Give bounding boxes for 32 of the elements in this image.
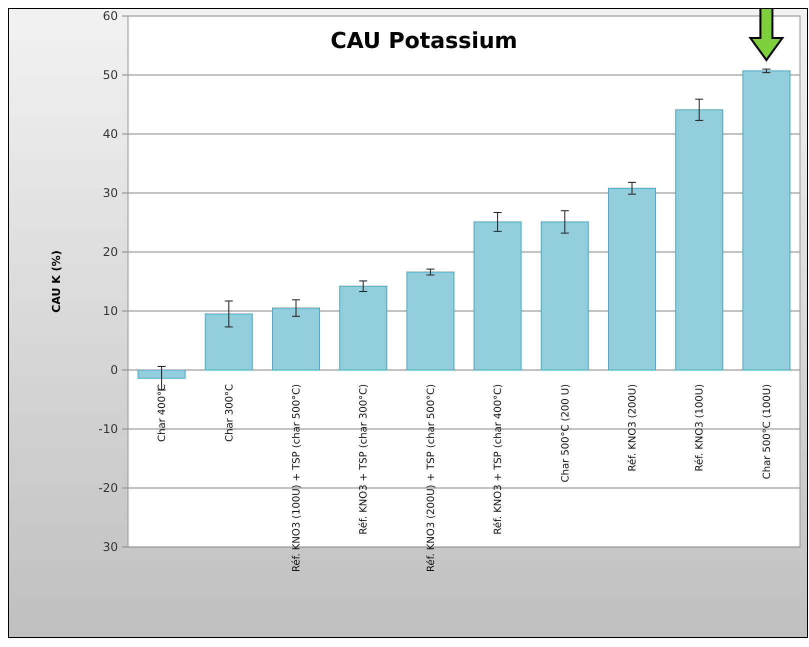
- y-tick-label: 50: [102, 68, 118, 82]
- y-tick-label: 20: [102, 245, 118, 260]
- x-tick-label: Char 400°C: [157, 384, 168, 442]
- x-tick-label: Réf. KNO3 (100U) + TSP (char 500°C): [292, 384, 302, 572]
- x-tick-label: Char 300°C: [224, 384, 236, 442]
- x-tick-label: Réf. KNO3 + TSP (char 400°C): [493, 384, 504, 535]
- y-tick-label: -20: [98, 481, 118, 496]
- bar: [474, 221, 522, 370]
- y-tick-label: 60: [102, 9, 118, 24]
- bar: [138, 370, 186, 379]
- x-tick-label: Réf. KNO3 (200U): [628, 384, 638, 472]
- bar: [608, 188, 656, 370]
- x-tick-label: Char 500°C (100U): [762, 384, 773, 480]
- x-tick-label: Réf. KNO3 (100U): [694, 384, 706, 472]
- x-tick-label: Char 500°C (200 U): [560, 384, 572, 482]
- y-tick-label: 0: [110, 363, 118, 378]
- x-tick-label: Réf. KNO3 (200U) + TSP (char 500°C): [426, 384, 437, 572]
- bar: [204, 313, 253, 370]
- y-tick-label: -10: [98, 422, 118, 436]
- bar: [675, 109, 724, 370]
- y-tick-label: 40: [102, 127, 118, 142]
- bar: [339, 286, 388, 370]
- y-axis-title: CAU K (%): [50, 250, 63, 313]
- y-tick-label: 30: [102, 186, 118, 200]
- bar: [742, 70, 790, 370]
- bar: [540, 221, 589, 370]
- x-tick-label: Réf. KNO3 + TSP (char 300°C): [358, 384, 370, 535]
- bar: [406, 272, 454, 370]
- y-tick-label: 30: [102, 540, 118, 554]
- y-tick-label: 10: [102, 304, 118, 318]
- text: CAU Potassium: [330, 29, 518, 54]
- bar: [272, 308, 320, 370]
